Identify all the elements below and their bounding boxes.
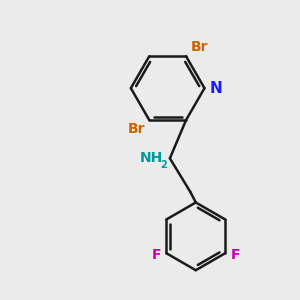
- Text: F: F: [152, 248, 161, 262]
- Text: Br: Br: [127, 122, 145, 136]
- Text: N: N: [210, 81, 223, 96]
- Text: F: F: [230, 248, 240, 262]
- Text: 2: 2: [160, 160, 167, 170]
- Text: NH: NH: [140, 151, 164, 165]
- Text: Br: Br: [190, 40, 208, 54]
